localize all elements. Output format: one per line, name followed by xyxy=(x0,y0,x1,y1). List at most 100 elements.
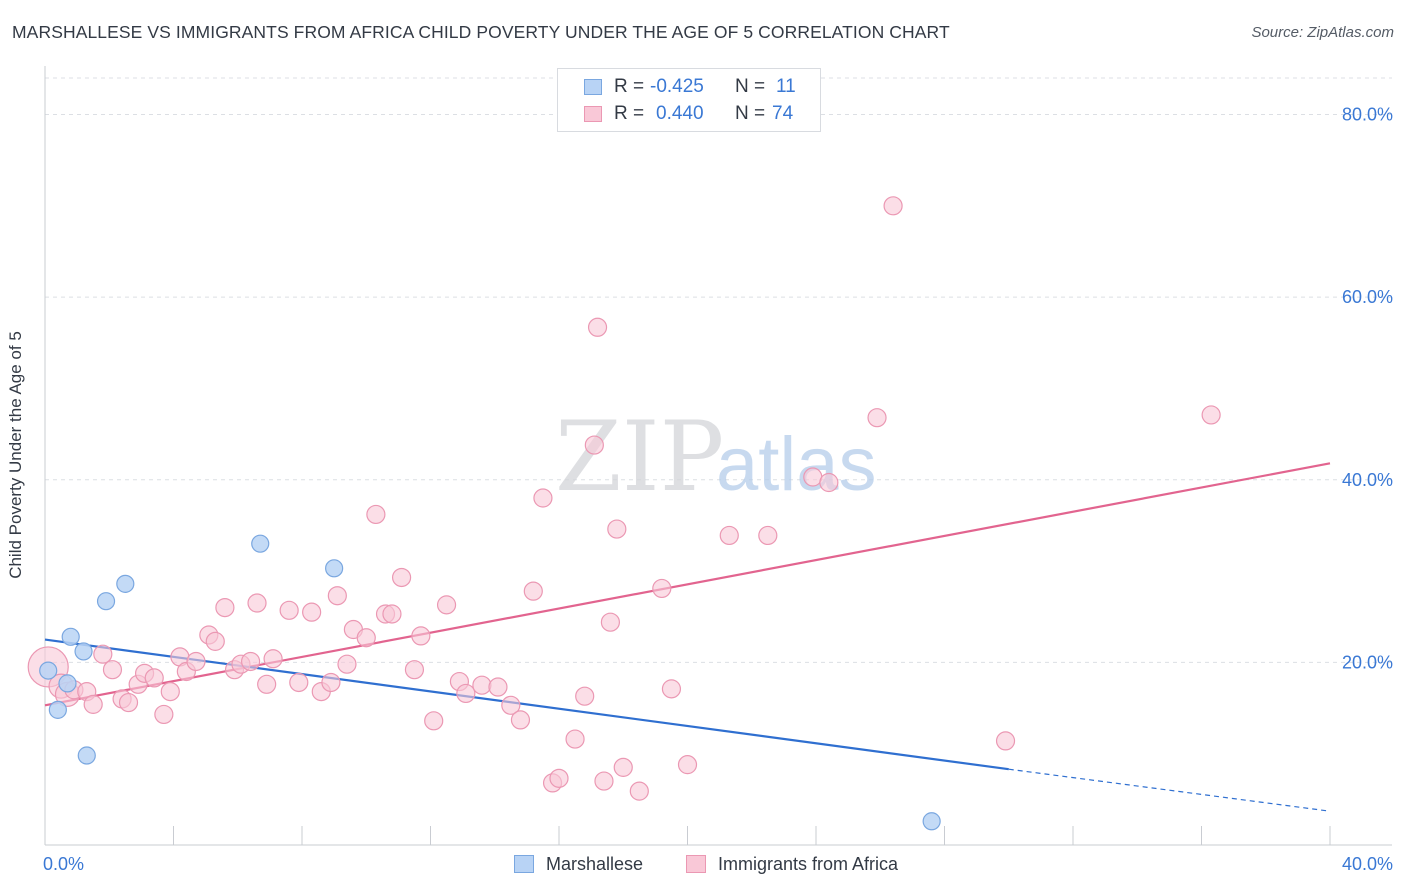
data-point-africa xyxy=(154,704,174,725)
data-point-africa xyxy=(803,467,823,487)
data-point-africa xyxy=(93,644,113,664)
data-point-marshallese xyxy=(58,674,77,693)
r-value: -0.425 xyxy=(650,76,704,97)
data-point-africa xyxy=(456,683,476,704)
data-point-africa xyxy=(327,586,347,606)
data-point-africa xyxy=(186,651,206,672)
data-point-marshallese xyxy=(39,661,58,680)
r-value: 0.440 xyxy=(656,103,704,124)
data-point-africa xyxy=(391,567,412,588)
data-point-africa xyxy=(575,686,595,706)
legend-swatch-africa xyxy=(686,855,706,873)
data-point-africa xyxy=(510,710,531,730)
data-point-africa xyxy=(758,525,778,546)
data-point-africa xyxy=(719,525,739,546)
n-label: N = xyxy=(735,76,766,97)
data-point-marshallese xyxy=(77,746,96,765)
series-immigrants-from-africa xyxy=(27,196,1221,801)
data-point-africa xyxy=(600,612,621,632)
legend-label-africa: Immigrants from Africa xyxy=(718,854,899,874)
n-value: 74 xyxy=(772,103,794,124)
data-point-africa xyxy=(549,768,569,788)
correlation-stats-box: R = -0.425 N = 11 R = 0.440 N = 74 xyxy=(557,68,821,132)
data-point-africa xyxy=(584,435,604,455)
data-point-africa xyxy=(883,196,903,216)
n-value: 11 xyxy=(776,76,796,97)
r-label: R = xyxy=(614,103,645,124)
data-point-africa xyxy=(472,675,492,695)
data-point-africa xyxy=(215,597,235,618)
data-point-africa xyxy=(587,317,608,337)
data-point-africa xyxy=(118,692,139,713)
data-point-africa xyxy=(411,626,431,646)
data-point-africa xyxy=(302,602,322,622)
data-point-africa xyxy=(652,578,672,599)
data-point-africa xyxy=(488,677,508,697)
data-point-africa xyxy=(205,631,225,651)
data-point-africa xyxy=(321,672,341,693)
data-point-africa xyxy=(565,729,585,749)
data-point-africa xyxy=(501,695,521,715)
data-point-marshallese xyxy=(922,812,941,831)
data-point-africa xyxy=(160,681,180,702)
y-tick-label: 40.0% xyxy=(1342,470,1393,490)
data-point-marshallese xyxy=(48,700,67,719)
data-point-africa xyxy=(247,593,267,613)
data-point-africa xyxy=(289,672,309,693)
data-point-marshallese xyxy=(74,642,93,661)
data-point-africa xyxy=(677,755,698,775)
data-point-africa xyxy=(279,600,299,620)
r-label: R = xyxy=(614,76,645,97)
marshallese-swatch xyxy=(584,79,602,95)
y-axis-label: Child Poverty Under the Age of 5 xyxy=(6,331,25,579)
data-point-africa xyxy=(102,660,123,680)
data-point-africa xyxy=(257,674,277,694)
data-point-africa xyxy=(867,408,887,428)
legend-swatch-marshallese xyxy=(514,855,534,873)
data-point-marshallese xyxy=(96,592,116,611)
data-point-africa xyxy=(436,595,457,615)
data-point-africa xyxy=(661,679,682,699)
data-point-marshallese xyxy=(325,559,344,578)
axes xyxy=(44,66,1392,846)
data-point-africa xyxy=(337,654,357,674)
y-tick-label: 20.0% xyxy=(1342,652,1393,672)
data-point-africa xyxy=(241,651,261,672)
series-marshallese xyxy=(39,534,941,831)
data-point-africa xyxy=(613,757,633,777)
data-point-marshallese xyxy=(61,627,80,646)
data-point-africa xyxy=(144,668,164,688)
africa-swatch xyxy=(584,106,602,122)
trend-line-marshallese-extension xyxy=(1008,768,1331,812)
data-point-africa xyxy=(356,628,376,648)
data-point-africa xyxy=(263,649,283,669)
source-credit: Source: ZipAtlas.com xyxy=(1251,24,1394,41)
watermark: ZIP atlas xyxy=(555,401,877,513)
data-point-marshallese xyxy=(251,534,270,553)
y-tick-label: 80.0% xyxy=(1342,105,1393,125)
data-point-africa xyxy=(1201,405,1221,425)
data-point-africa xyxy=(404,660,425,680)
legend-label-marshallese: Marshallese xyxy=(546,854,644,874)
x-tick-label: 40.0% xyxy=(1342,854,1393,874)
data-point-africa xyxy=(83,694,103,714)
trend-line-marshallese xyxy=(44,638,1009,771)
gridlines xyxy=(45,77,1392,663)
chart-title: MARSHALLESE VS IMMIGRANTS FROM AFRICA CH… xyxy=(12,22,950,42)
data-point-africa xyxy=(594,771,614,791)
watermark-zip: ZIP xyxy=(555,401,724,513)
data-point-marshallese xyxy=(116,574,135,593)
x-tick-label: 0.0% xyxy=(43,854,84,874)
data-point-africa xyxy=(523,581,543,601)
y-tick-label: 60.0% xyxy=(1342,287,1393,307)
data-point-africa xyxy=(607,519,627,539)
data-point-africa xyxy=(366,504,386,525)
data-point-africa xyxy=(424,711,444,731)
data-point-africa xyxy=(533,488,553,508)
data-point-africa xyxy=(995,731,1016,751)
data-point-africa xyxy=(629,781,649,801)
n-label: N = xyxy=(735,103,766,124)
watermark-atlas: atlas xyxy=(716,422,877,507)
data-point-africa xyxy=(819,472,839,493)
tick-labels: 20.0% 40.0% 60.0% 80.0% 0.0% 40.0% xyxy=(43,105,1393,874)
